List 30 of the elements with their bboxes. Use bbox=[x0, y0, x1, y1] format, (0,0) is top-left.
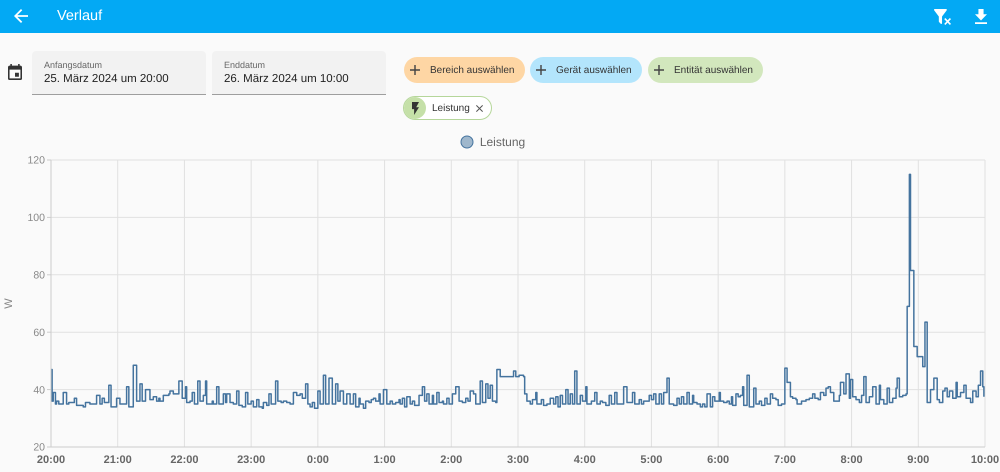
x-tick-label: 9:00 bbox=[907, 454, 930, 466]
date-field: Enddatum 26. März 2024 um 10:00 bbox=[212, 51, 386, 95]
y-tick-label: 60 bbox=[33, 326, 46, 339]
y-tick-label: 80 bbox=[33, 270, 46, 282]
chart-title: Verlauf bbox=[57, 8, 102, 25]
chip-button: Leistung bbox=[403, 96, 492, 120]
legend-label: Leistung bbox=[480, 135, 526, 149]
y-tick-label: 100 bbox=[27, 212, 46, 224]
chip-button: Bereich auswählen bbox=[404, 57, 524, 83]
chip-button: Gerät auswählen bbox=[530, 57, 642, 83]
x-tick-label: 0:00 bbox=[306, 454, 329, 466]
x-tick-label: 10:00 bbox=[970, 454, 1000, 466]
y-tick-label: 20 bbox=[33, 442, 46, 454]
x-tick-label: 6:00 bbox=[707, 454, 730, 466]
y-tick-label: 40 bbox=[33, 384, 46, 396]
x-tick-label: 8:00 bbox=[840, 454, 863, 466]
date-field: Anfangsdatum 25. März 2024 um 20:00 bbox=[32, 51, 206, 95]
x-tick-label: 21:00 bbox=[104, 454, 132, 466]
chip-button: Entität auswählen bbox=[648, 57, 763, 83]
x-tick-label: 3:00 bbox=[506, 454, 530, 466]
x-tick-label: 1:00 bbox=[374, 454, 396, 466]
x-tick-label: 7:00 bbox=[774, 454, 796, 466]
x-tick-label: 4:00 bbox=[574, 454, 596, 466]
y-tick-label: 120 bbox=[27, 154, 46, 167]
x-tick-label: 23:00 bbox=[237, 454, 266, 466]
x-tick-label: 22:00 bbox=[170, 454, 198, 466]
x-tick-label: 2:00 bbox=[440, 454, 462, 466]
x-tick-label: 5:00 bbox=[640, 454, 662, 466]
y-axis-title: W bbox=[2, 298, 15, 309]
x-tick-label: 20:00 bbox=[36, 454, 66, 466]
